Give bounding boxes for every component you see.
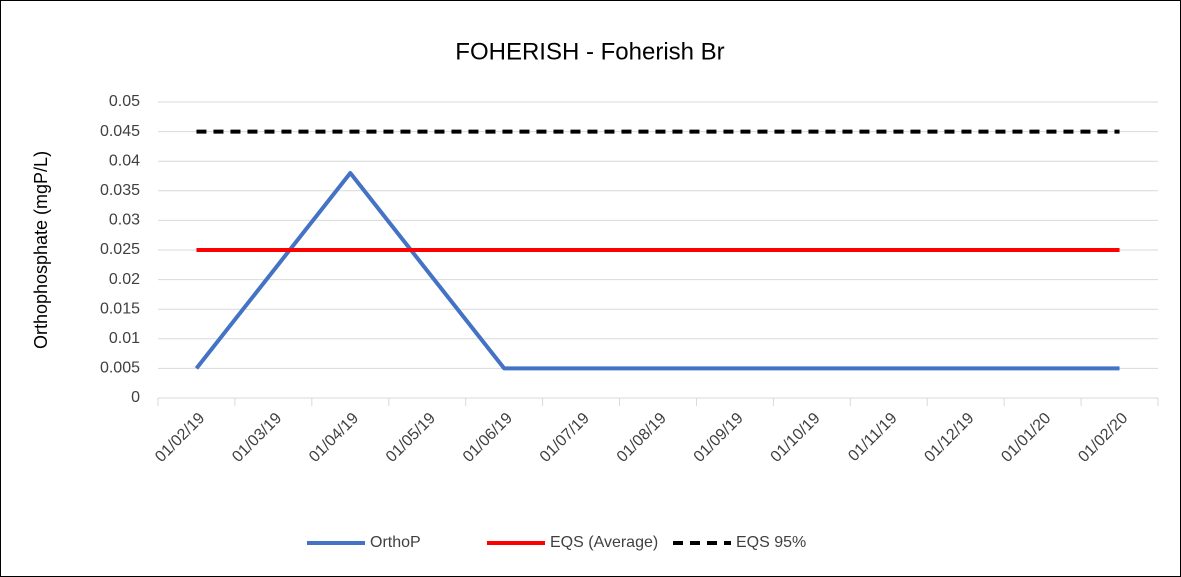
y-tick-label: 0.01 xyxy=(109,330,140,347)
y-axis-label: Orthophosphate (mgP/L) xyxy=(31,151,51,349)
series-line xyxy=(194,171,1120,371)
y-tick-label: 0.05 xyxy=(109,93,140,110)
y-tick-label: 0.04 xyxy=(109,152,140,169)
legend-label: OrthoP xyxy=(370,534,421,551)
y-tick-label: 0.025 xyxy=(100,241,140,258)
y-tick-label: 0.03 xyxy=(109,212,140,229)
chart-title: FOHERISH - Foherish Br xyxy=(455,38,724,65)
y-tick-label: 0.045 xyxy=(100,123,140,140)
y-tick-label: 0 xyxy=(131,389,140,406)
legend-label: EQS 95% xyxy=(736,534,806,551)
y-tick-label: 0.02 xyxy=(109,271,140,288)
y-tick-label: 0.015 xyxy=(100,300,140,317)
y-tick-label: 0.005 xyxy=(100,360,140,377)
y-tick-label: 0.035 xyxy=(100,182,140,199)
legend-label: EQS (Average) xyxy=(550,534,658,551)
